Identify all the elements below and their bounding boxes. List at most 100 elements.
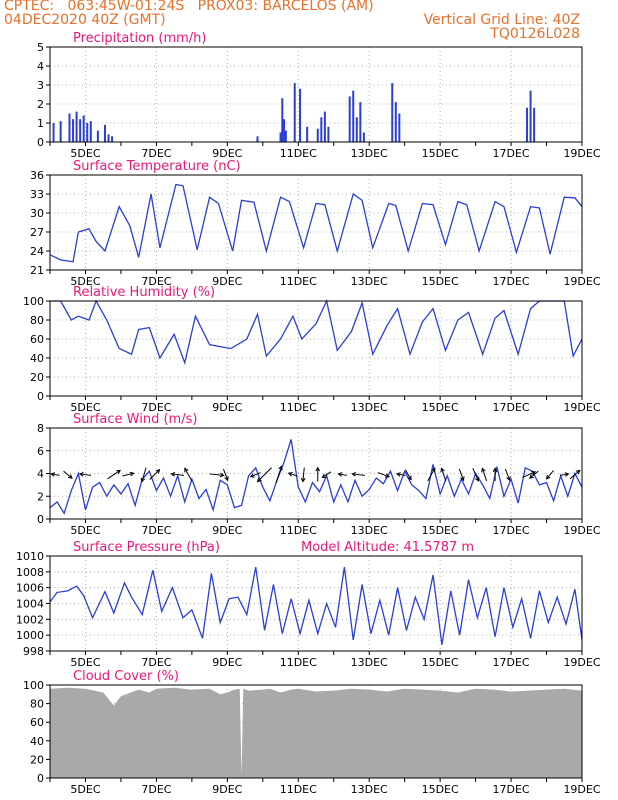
precip-bar [107, 134, 110, 142]
y-tick-label: 40 [30, 352, 44, 365]
x-tick-label: 11DEC [280, 783, 317, 796]
wind-arrow-head [531, 471, 537, 476]
panel-3: Surface Wind (m/s) 0 2 4 6 8 5DEC 7DEC 9DEC 11DEC… [37, 412, 601, 537]
x-tick-label: 9DEC [212, 656, 242, 669]
precip-bar [316, 128, 319, 142]
wind-arrow-shaft [79, 473, 92, 476]
wind-arrow [184, 467, 193, 482]
x-tick-label: 13DEC [351, 401, 388, 414]
wind-arrow-head [224, 476, 229, 482]
wind-arrow [545, 470, 554, 480]
wind-arrow-head [545, 474, 551, 480]
x-tick-label: 5DEC [70, 147, 100, 160]
y-tick-label: 1 [37, 117, 44, 130]
wind-arrow-head [407, 475, 412, 481]
wind-arrow-shaft [184, 468, 193, 482]
x-tick-label: 19DEC [563, 147, 600, 160]
wind-arrow [149, 469, 161, 480]
y-tick-label: 1002 [16, 613, 44, 626]
x-tick-label: 7DEC [141, 275, 171, 288]
x-tick-label: 15DEC [422, 147, 459, 160]
wind-arrow-shaft [257, 467, 272, 482]
wind-arrow-shaft [529, 470, 539, 479]
precip-bar [293, 83, 296, 142]
wind-arrow [440, 467, 447, 482]
panel-frame [49, 174, 583, 271]
wind-arrow-head [219, 472, 225, 478]
precip-bar [96, 130, 99, 142]
wind-arrow-shaft [458, 468, 464, 481]
wind-arrow-head [50, 472, 56, 477]
panel-title: Cloud Cover (%) [73, 669, 179, 684]
wind-arrow-head [474, 476, 480, 482]
x-tick-label: 9DEC [212, 275, 242, 288]
precip-bar [72, 119, 75, 142]
wind-arrow-head [78, 472, 84, 477]
wind-arrow [300, 467, 306, 483]
x-tick-label: 5DEC [70, 783, 100, 796]
x-tick-label: 5DEC [70, 401, 100, 414]
x-tick-label: 7DEC [141, 783, 171, 796]
wind-arrow-shaft [122, 472, 134, 477]
wind-arrow-head [278, 465, 283, 471]
precip-bar [526, 107, 529, 142]
y-tick-label: 2 [37, 98, 44, 111]
wind-arrow [170, 471, 185, 477]
x-tick-label: 13DEC [351, 656, 388, 669]
wind-arrow [351, 471, 365, 477]
y-tick-label: 80 [30, 698, 44, 711]
y-tick-label: 0 [37, 772, 44, 785]
x-tick-label: 11DEC [280, 275, 317, 288]
wind-arrow [404, 469, 412, 481]
panel-title: Relative Humidity (%) [73, 285, 215, 300]
wind-arrow-shaft [404, 469, 412, 480]
x-tick-label: 13DEC [351, 524, 388, 537]
precip-bar [348, 96, 351, 142]
x-tick-label: 15DEC [422, 401, 459, 414]
wind-arrow-head [315, 466, 321, 472]
y-tick-label: 1008 [16, 566, 44, 579]
wind-arrow [222, 468, 229, 482]
wind-arrow [50, 472, 60, 477]
x-tick-label: 19DEC [563, 656, 600, 669]
x-tick-label: 5DEC [70, 275, 100, 288]
wind-arrow [492, 467, 498, 481]
wind-arrow [337, 472, 347, 477]
wind-arrow-shaft [250, 472, 261, 478]
wind-arrow-head [460, 476, 465, 482]
panel-frame [49, 684, 583, 779]
y-tick-label: 4 [37, 60, 44, 73]
wind-arrow-shaft [441, 468, 447, 482]
wind-arrow-head [506, 476, 511, 482]
series-line [50, 298, 583, 366]
wind-arrow [522, 471, 537, 478]
x-tick-label: 5DEC [70, 524, 100, 537]
series-line [49, 439, 583, 515]
wind-arrow-head [575, 469, 581, 475]
precip-bar [89, 121, 92, 142]
wind-arrow-shaft [275, 466, 283, 484]
wind-arrow-head [155, 469, 161, 474]
wind-arrow-shaft [209, 473, 224, 476]
wind-arrow [481, 467, 488, 482]
x-tick-label: 15DEC [422, 524, 459, 537]
precip-bar [52, 123, 55, 142]
wind-arrow [249, 472, 261, 478]
wind-arrow [321, 471, 332, 479]
panel-0: Precipitation (mm/h) 0 1 2 3 4 5 5DEC 7DEC 9DEC 11… [37, 31, 601, 160]
precip-bar [59, 121, 62, 142]
y-tick-label: 1004 [16, 598, 44, 611]
precip-bar [86, 123, 89, 142]
header-station: CPTEC: 063:45W-01:24S PROX03: BARCELOS (… [4, 0, 374, 14]
wind-arrow-head [351, 471, 357, 477]
precip-bar [279, 132, 282, 142]
precip-bar [529, 90, 532, 142]
y-tick-label: 30 [30, 207, 44, 220]
precip-bar [103, 124, 106, 142]
x-tick-label: 17DEC [493, 783, 530, 796]
y-tick-label: 6 [37, 445, 44, 458]
wind-arrow-shaft [546, 470, 554, 480]
y-tick-label: 80 [30, 314, 44, 327]
x-tick-label: 11DEC [280, 524, 317, 537]
wind-arrow-shaft [504, 468, 511, 481]
